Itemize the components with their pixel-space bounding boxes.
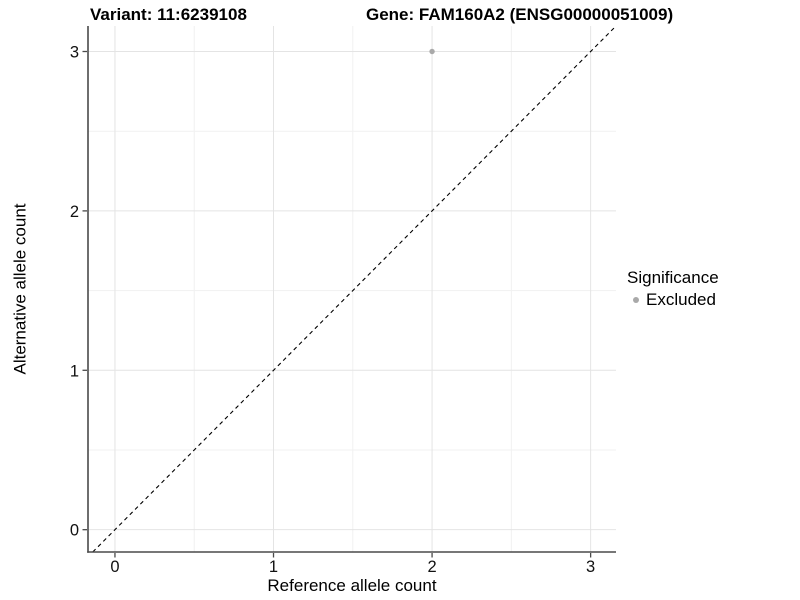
y-tick-label: 1 — [70, 362, 79, 380]
gene-title: Gene: FAM160A2 (ENSG00000051009) — [366, 5, 674, 24]
variant-title: Variant: 11:6239108 — [90, 5, 247, 24]
legend-point-icon — [633, 297, 639, 303]
x-tick-label: 1 — [269, 558, 278, 576]
x-tick-label: 2 — [427, 558, 436, 576]
legend-title: Significance — [627, 268, 719, 287]
x-tick-label: 3 — [586, 558, 595, 576]
x-tick-label: 0 — [110, 558, 119, 576]
x-axis-title: Reference allele count — [267, 576, 437, 595]
y-tick-label: 3 — [70, 44, 79, 62]
y-axis-title-column: Alternative allele count — [4, 26, 38, 552]
legend-item-label: Excluded — [646, 290, 716, 309]
identity-dashed-line — [92, 25, 617, 553]
data-point — [429, 48, 435, 55]
legend-item-excluded: Excluded — [627, 290, 719, 310]
y-tick-label: 2 — [70, 203, 79, 221]
y-tick-label: 0 — [70, 522, 79, 540]
y-axis-title: Alternative allele count — [11, 203, 31, 375]
legend: Significance Excluded — [627, 268, 719, 310]
